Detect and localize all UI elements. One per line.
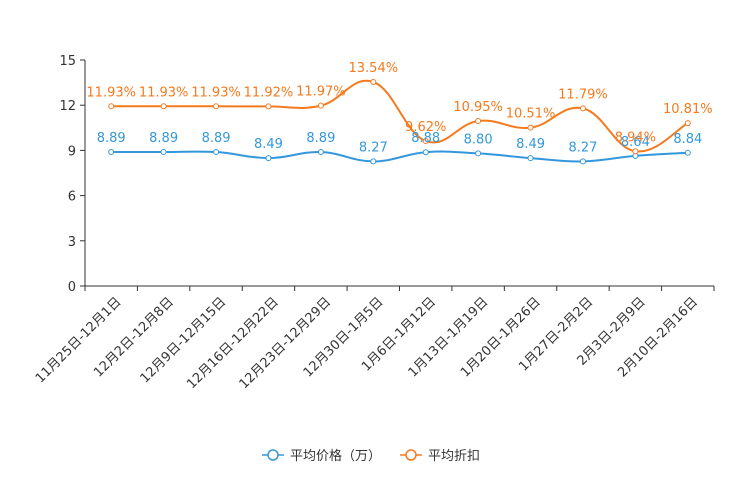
data-label: 8.89	[306, 131, 335, 146]
data-label: 11.79%	[558, 87, 608, 102]
legend[interactable]: 平均价格（万） 平均折扣	[262, 448, 480, 464]
data-label: 11.93%	[191, 85, 241, 100]
data-label: 8.27	[359, 140, 388, 155]
data-label: 8.89	[202, 131, 231, 146]
x-tick-label: 11月25日-12月1日	[33, 295, 125, 387]
x-tick-label: 12月23日-12月29日	[237, 295, 334, 392]
y-axis-ticks: 0 3 6 9 12 15	[59, 54, 85, 295]
y-tick-label: 0	[68, 280, 76, 295]
y-tick-label: 9	[68, 144, 76, 159]
data-point	[160, 149, 167, 156]
data-label: 11.93%	[86, 85, 136, 100]
y-tick-label: 12	[59, 99, 76, 114]
data-label: 8.49	[516, 137, 545, 152]
data-label: 8.80	[464, 132, 493, 147]
data-point	[684, 120, 691, 127]
legend-label: 平均折扣	[428, 449, 480, 464]
data-point	[632, 148, 639, 155]
x-tick-label: 12月16日-12月22日	[184, 295, 281, 392]
data-label: 10.95%	[453, 100, 503, 115]
data-point	[265, 103, 272, 110]
data-point	[579, 105, 586, 112]
data-labels: 8.89 8.89 8.89 8.49 8.89 8.27 8.88 8.80 8.49 8.27…	[86, 61, 712, 155]
legend-item-0[interactable]: 平均价格（万）	[262, 448, 381, 464]
data-point	[160, 103, 167, 110]
y-tick-label: 6	[68, 190, 76, 205]
data-point	[475, 118, 482, 125]
data-label: 8.88	[411, 131, 440, 146]
data-point	[108, 103, 115, 110]
data-point	[422, 149, 429, 156]
data-label: 8.84	[673, 132, 702, 147]
data-point	[422, 138, 429, 145]
y-tick-label: 3	[68, 235, 76, 250]
data-label: 8.89	[97, 131, 126, 146]
data-label: 13.54%	[349, 61, 399, 76]
data-point	[475, 150, 482, 157]
legend-item-1[interactable]: 平均折扣	[400, 449, 480, 464]
data-point	[213, 103, 220, 110]
data-label: 11.97%	[296, 85, 346, 100]
data-point	[213, 149, 220, 156]
data-point	[317, 149, 324, 156]
series-group	[108, 78, 691, 165]
data-point	[684, 149, 691, 156]
data-label: 8.49	[254, 137, 283, 152]
data-label: 8.89	[149, 131, 178, 146]
data-point	[108, 149, 115, 156]
y-tick-label: 15	[59, 54, 76, 69]
legend-marker-icon	[405, 449, 417, 461]
data-label: 11.93%	[139, 85, 189, 100]
data-label: 11.92%	[244, 85, 294, 100]
data-point	[527, 155, 534, 162]
data-point	[317, 102, 324, 109]
data-point	[527, 124, 534, 131]
data-point	[370, 158, 377, 165]
data-point	[265, 155, 272, 162]
legend-label: 平均价格（万）	[290, 448, 381, 464]
data-label: 8.27	[568, 140, 597, 155]
data-label: 8.94%	[615, 130, 656, 145]
data-label: 9.62%	[405, 120, 446, 135]
series-line-0	[111, 150, 688, 163]
data-label: 8.64	[621, 135, 650, 150]
legend-marker-icon	[267, 449, 279, 461]
x-axis-ticks: 11月25日-12月1日12月2日-12月8日12月9日-12月15日12月16…	[33, 286, 715, 392]
data-label: 10.81%	[663, 102, 713, 117]
data-point	[370, 78, 377, 85]
data-point	[579, 158, 586, 165]
data-label: 10.51%	[506, 107, 556, 122]
